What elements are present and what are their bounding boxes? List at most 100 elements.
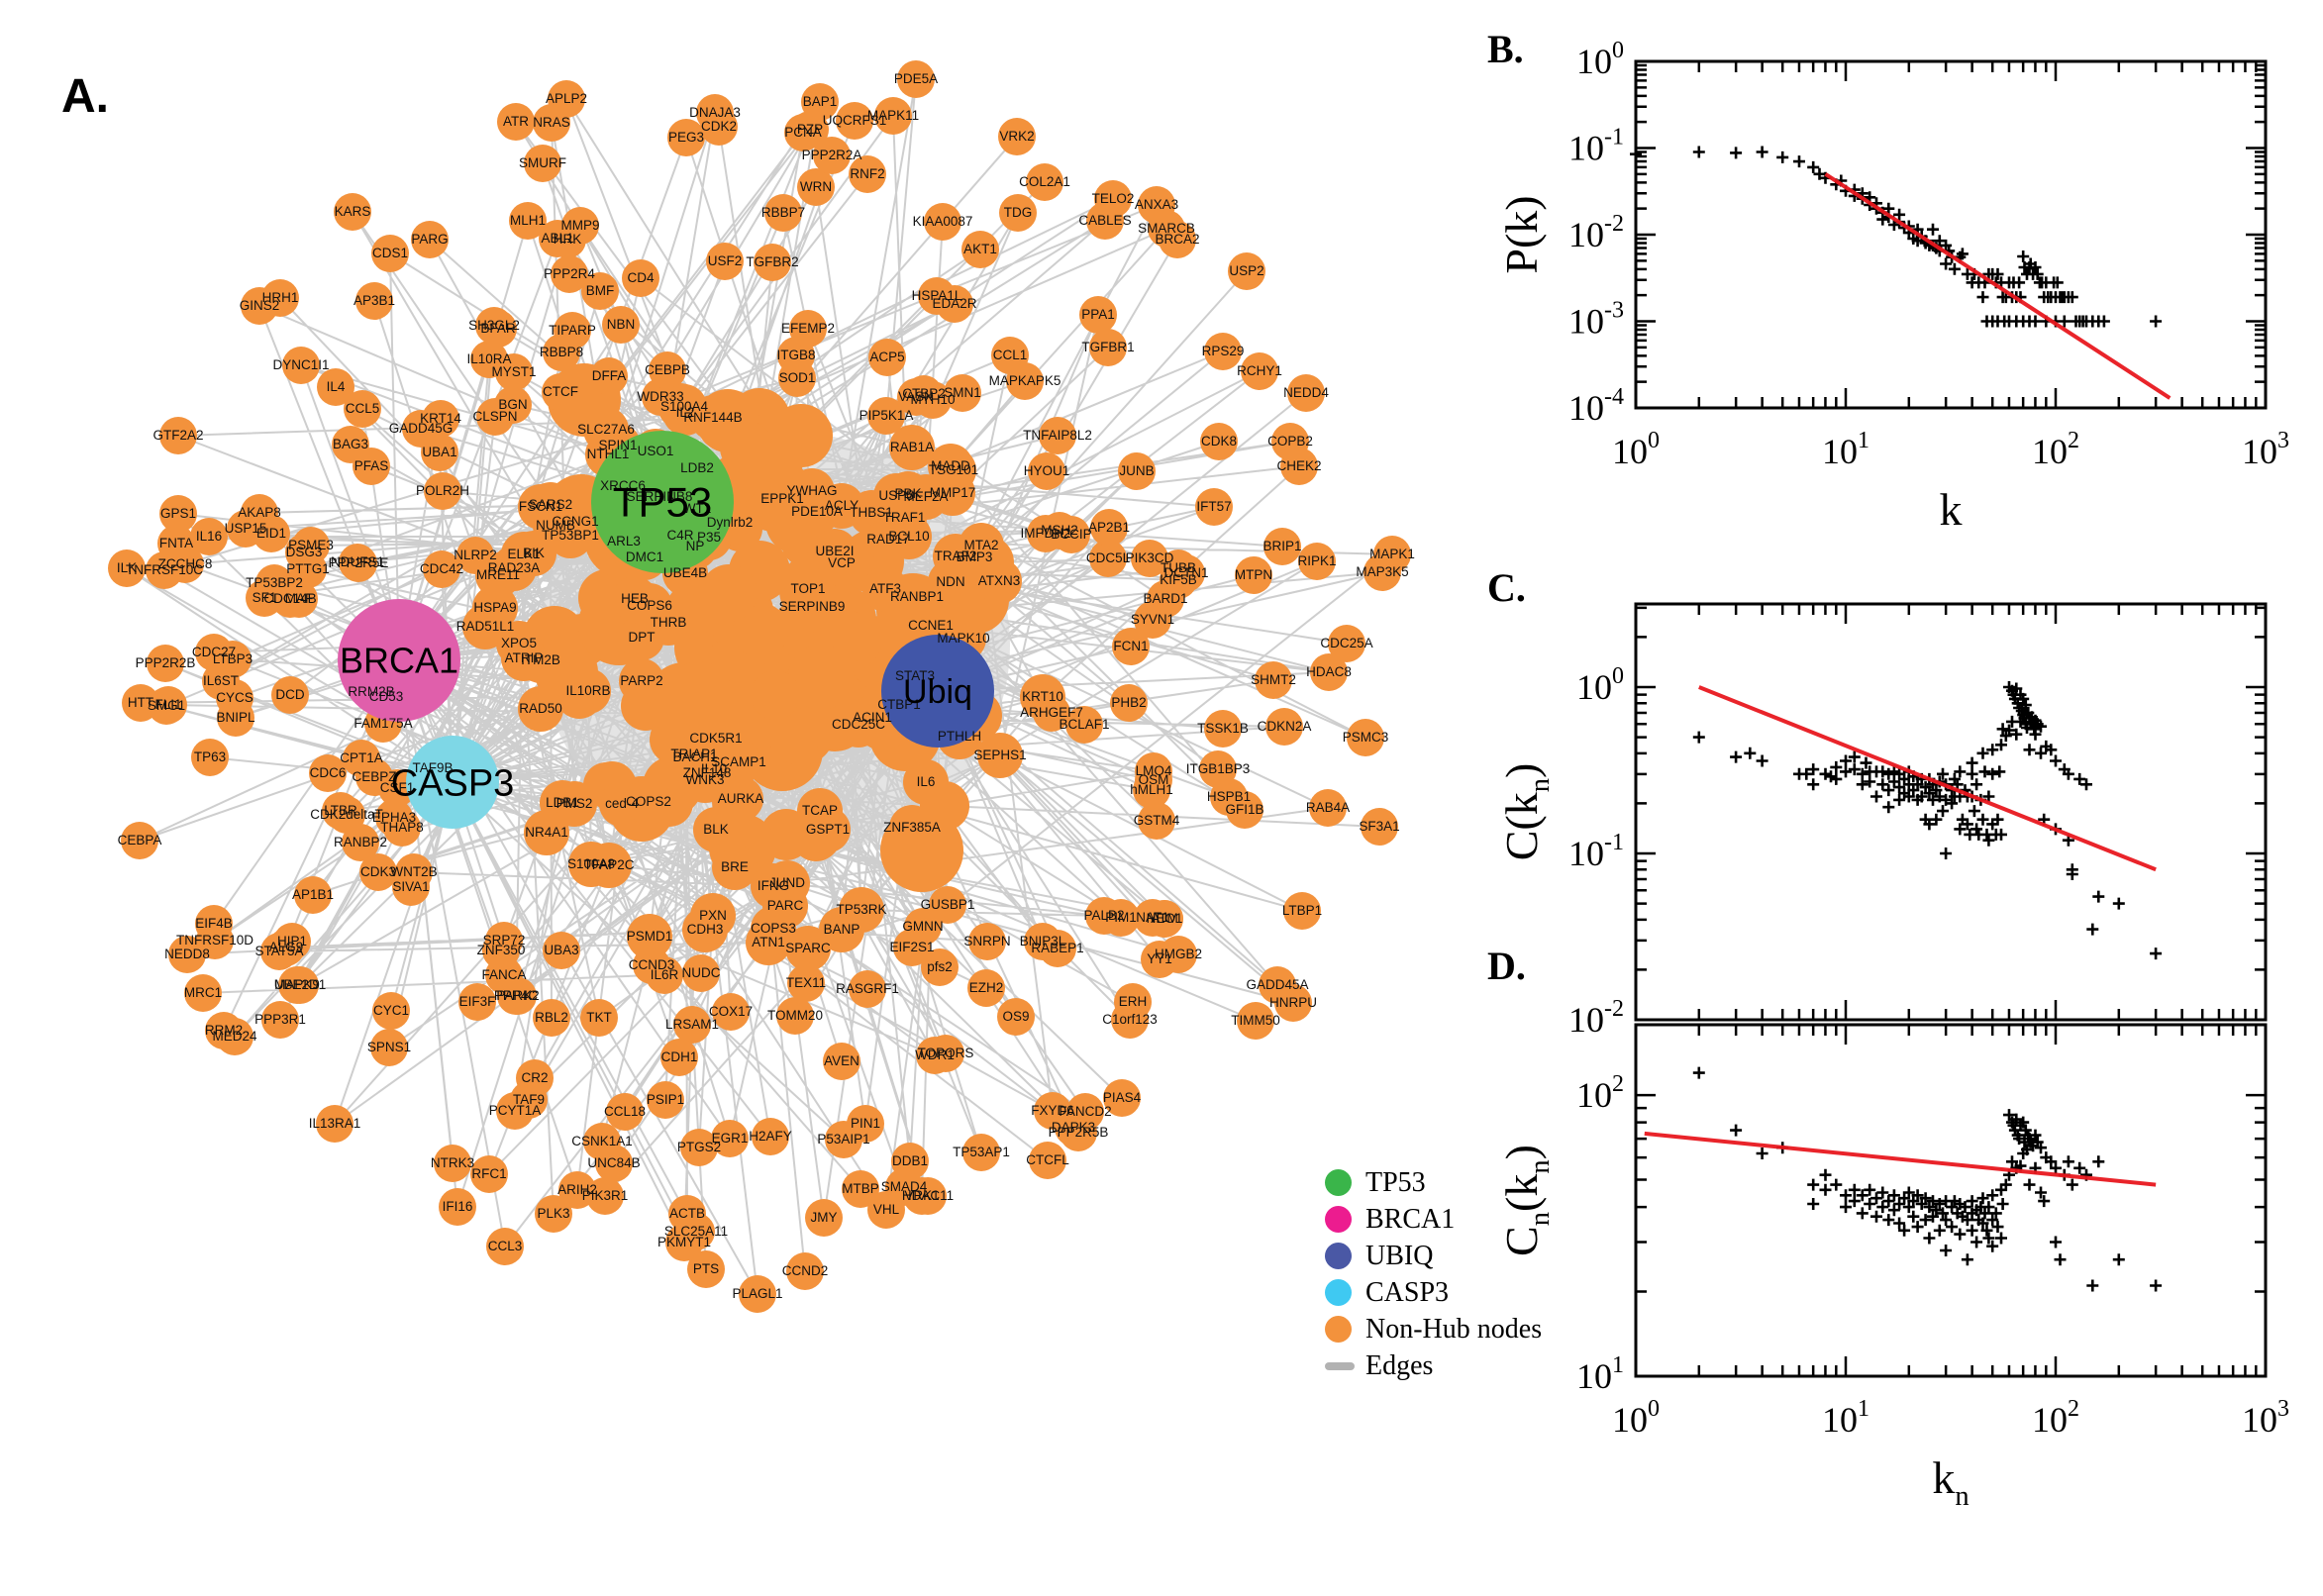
svg-text:CCL1: CCL1 [993,348,1028,362]
svg-text:103: 103 [2242,1396,2289,1440]
svg-text:USF2: USF2 [708,253,743,268]
svg-text:MRC1: MRC1 [184,985,222,1000]
svg-text:PARK2: PARK2 [496,988,539,1003]
svg-text:AP1B1: AP1B1 [292,887,334,902]
svg-text:PPA1: PPA1 [1081,307,1115,322]
svg-text:NRAS: NRAS [533,115,570,130]
svg-text:PPP2R5E: PPP2R5E [329,555,389,570]
svg-text:PIP5K1A: PIP5K1A [859,408,914,423]
svg-text:ACP5: ACP5 [869,349,904,364]
svg-text:IL6R: IL6R [651,967,679,982]
svg-text:BRCA1: BRCA1 [340,641,458,681]
non-hub-node-labels: TP53RK KIAA0087 THAP8 CDC14B DSG3 NTHL1 CEBPZ V… [117,71,1415,1301]
node-swatch-icon [1325,1169,1352,1196]
svg-text:PKMYT1: PKMYT1 [657,1235,711,1249]
node-swatch-icon [1325,1206,1352,1233]
svg-text:FSCN1: FSCN1 [519,499,562,514]
svg-text:CDH3: CDH3 [687,922,724,937]
svg-text:SF1: SF1 [252,590,277,605]
svg-text:HTT: HTT [128,695,153,710]
svg-text:PCNA: PCNA [784,125,822,140]
svg-text:MADD: MADD [931,458,970,473]
svg-text:NEO1: NEO1 [1147,911,1183,926]
svg-text:NEDD4: NEDD4 [1283,385,1329,400]
svg-text:EIF2S1: EIF2S1 [889,940,934,954]
svg-text:USP2: USP2 [1229,263,1263,278]
svg-text:TOPORS: TOPORS [918,1046,974,1060]
svg-text:SCAMP1: SCAMP1 [711,754,766,769]
hub-node-casp3 [406,736,499,829]
svg-text:RBL2: RBL2 [535,1010,568,1025]
svg-text:IL10RB: IL10RB [565,683,610,698]
svg-text:DSG3: DSG3 [286,545,323,559]
svg-text:hMLH1: hMLH1 [1130,782,1173,797]
svg-text:HNRPU: HNRPU [1269,995,1317,1010]
svg-text:BRCA2: BRCA2 [1155,232,1199,247]
svg-text:PXN: PXN [699,908,727,923]
svg-text:ARL3: ARL3 [607,534,641,549]
svg-text:HDAC8: HDAC8 [1306,664,1352,679]
svg-text:ILK: ILK [117,560,137,575]
svg-text:XPO5: XPO5 [501,636,537,650]
svg-text:MLH1: MLH1 [510,213,546,228]
svg-text:ALG9: ALG9 [269,940,304,954]
svg-text:PBK: PBK [894,486,921,501]
svg-text:LDB1: LDB1 [546,795,579,810]
svg-text:MMP17: MMP17 [930,485,976,500]
svg-text:UBE4B: UBE4B [663,565,707,580]
panel-b-label: B. [1487,27,1524,71]
svg-text:KIAA0087: KIAA0087 [913,214,973,229]
svg-text:CDC42: CDC42 [420,561,463,576]
svg-text:ACIN1: ACIN1 [853,710,892,725]
svg-text:10-4: 10-4 [1568,384,1624,428]
svg-text:CTBP1: CTBP1 [877,697,921,712]
svg-text:RIPK1: RIPK1 [1297,553,1336,568]
svg-text:COPS2: COPS2 [626,794,671,809]
svg-text:CPT1A: CPT1A [340,750,383,765]
svg-text:SERPINB9: SERPINB9 [779,599,846,614]
svg-text:TP53BP1: TP53BP1 [542,528,599,543]
svg-text:PIM1: PIM1 [1105,910,1137,925]
svg-text:100: 100 [1576,38,1624,81]
svg-text:NAT1: NAT1 [1136,910,1169,925]
svg-text:CCND3: CCND3 [629,957,675,972]
svg-text:PTS: PTS [693,1261,719,1276]
svg-text:PTHLH: PTHLH [938,729,981,744]
svg-text:MTBP: MTBP [842,1181,879,1196]
svg-text:HYOU1: HYOU1 [1024,463,1070,478]
svg-text:C4R: C4R [666,528,693,543]
svg-text:TDG: TDG [1004,205,1033,220]
svg-text:EIF4B: EIF4B [195,916,233,931]
svg-text:CTCFL: CTCFL [1026,1152,1069,1167]
svg-text:USO1: USO1 [638,444,674,458]
svg-text:PLAGL1: PLAGL1 [732,1286,782,1301]
svg-text:TGFBR1: TGFBR1 [1081,340,1134,354]
svg-text:OSM: OSM [1139,772,1169,787]
svg-text:DMC1: DMC1 [626,549,663,564]
svg-text:CASP3: CASP3 [391,762,515,804]
plot-b: 100 101 102 103 100 10-1 10-2 10-3 10-4 k P(k) [1496,38,2289,535]
legend-item: UBIQ [1325,1238,1542,1274]
svg-text:PSMC3: PSMC3 [1343,730,1389,745]
svg-text:SEPHS1: SEPHS1 [973,748,1026,762]
legend-item-label: BRCA1 [1365,1203,1456,1235]
svg-text:SPARC: SPARC [785,941,831,955]
svg-text:CYC1: CYC1 [373,1003,409,1018]
svg-text:PPP4C: PPP4C [494,988,539,1003]
svg-text:CEBPA: CEBPA [118,833,162,848]
svg-text:VASN: VASN [898,389,934,404]
svg-text:PALB2: PALB2 [1083,908,1124,923]
svg-text:VCP: VCP [828,555,856,570]
svg-text:COPS6: COPS6 [627,598,672,613]
svg-text:DYNC1I1: DYNC1I1 [272,357,329,372]
svg-text:MAPKAPK5: MAPKAPK5 [989,373,1061,388]
svg-text:PPP3R1: PPP3R1 [254,1012,306,1027]
svg-text:TP63: TP63 [194,749,226,764]
svg-text:CD53: CD53 [369,689,404,704]
svg-text:TNFAIP8L2: TNFAIP8L2 [1023,428,1092,443]
svg-text:CDK2: CDK2 [701,119,737,134]
svg-text:GFI1B: GFI1B [1225,802,1263,817]
svg-text:MAPK11: MAPK11 [867,108,919,123]
legend-item: CASP3 [1325,1274,1542,1311]
